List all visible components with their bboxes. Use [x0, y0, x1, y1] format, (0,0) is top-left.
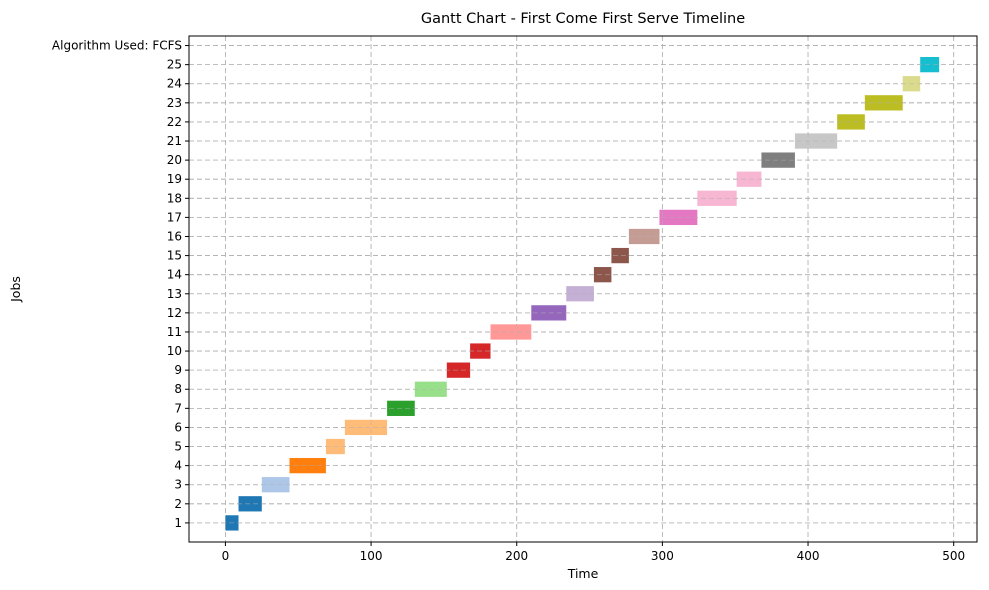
x-tick-label: 0: [222, 549, 230, 563]
x-axis-label: Time: [567, 566, 599, 581]
y-tick-label: 8: [174, 382, 182, 396]
y-tick-label: 20: [167, 153, 182, 167]
y-tick-label: 19: [167, 172, 182, 186]
y-tick-label: 25: [167, 58, 182, 72]
y-tick-label: 22: [167, 115, 182, 129]
chart-title: Gantt Chart - First Come First Serve Tim…: [421, 11, 745, 27]
y-tick-label: 2: [174, 497, 182, 511]
y-axis-label: Jobs: [8, 276, 23, 303]
task-bar-job-2: [238, 496, 262, 512]
task-bar-job-4: [289, 457, 326, 474]
y-tick-label: 24: [167, 77, 182, 91]
y-tick-label: 16: [167, 229, 182, 243]
task-bar-job-16: [628, 228, 660, 245]
task-bar-job-12: [531, 305, 567, 321]
axis-ticks: 0 100 200 300 400 500123456789101112131415161…: [52, 39, 965, 563]
y-tick-label: 15: [167, 249, 182, 263]
y-tick-label: 17: [167, 210, 182, 224]
y-tick-label: 7: [174, 401, 182, 415]
y-tick-label: 9: [174, 363, 182, 377]
x-tick-label: 100: [360, 549, 383, 563]
y-tick-label: 11: [167, 325, 182, 339]
y-tick-label: 14: [167, 268, 182, 282]
y-tick-label: 18: [167, 191, 182, 205]
x-tick-label: 500: [942, 549, 965, 563]
y-tick-label: 21: [167, 134, 182, 148]
x-tick-label: 400: [797, 549, 820, 563]
grid-overlay: [189, 36, 977, 542]
y-tick-label: 5: [174, 440, 182, 454]
task-bar-job-9: [446, 362, 471, 378]
x-tick-label: 200: [505, 549, 528, 563]
task-bar-job-15: [611, 247, 629, 264]
y-tick-label: 4: [174, 459, 182, 473]
y-tick-label: 1: [174, 516, 182, 530]
y-tick-label: Algorithm Used: FCFS: [52, 39, 182, 53]
task-bar-job-20: [761, 152, 795, 168]
y-tick-label: 10: [167, 344, 182, 358]
y-tick-label: 6: [174, 420, 182, 434]
task-bar-job-23: [864, 95, 903, 111]
y-tick-label: 3: [174, 478, 182, 492]
y-tick-label: 12: [167, 306, 182, 320]
y-tick-label: 13: [167, 287, 182, 301]
task-bar-job-13: [566, 286, 594, 302]
task-bar-job-22: [837, 114, 865, 130]
plot-frame: [188, 35, 978, 543]
y-tick-label: 23: [167, 96, 182, 110]
task-bar-job-3: [261, 477, 290, 493]
x-tick-label: 300: [651, 549, 674, 563]
task-bar-job-14: [593, 267, 612, 283]
